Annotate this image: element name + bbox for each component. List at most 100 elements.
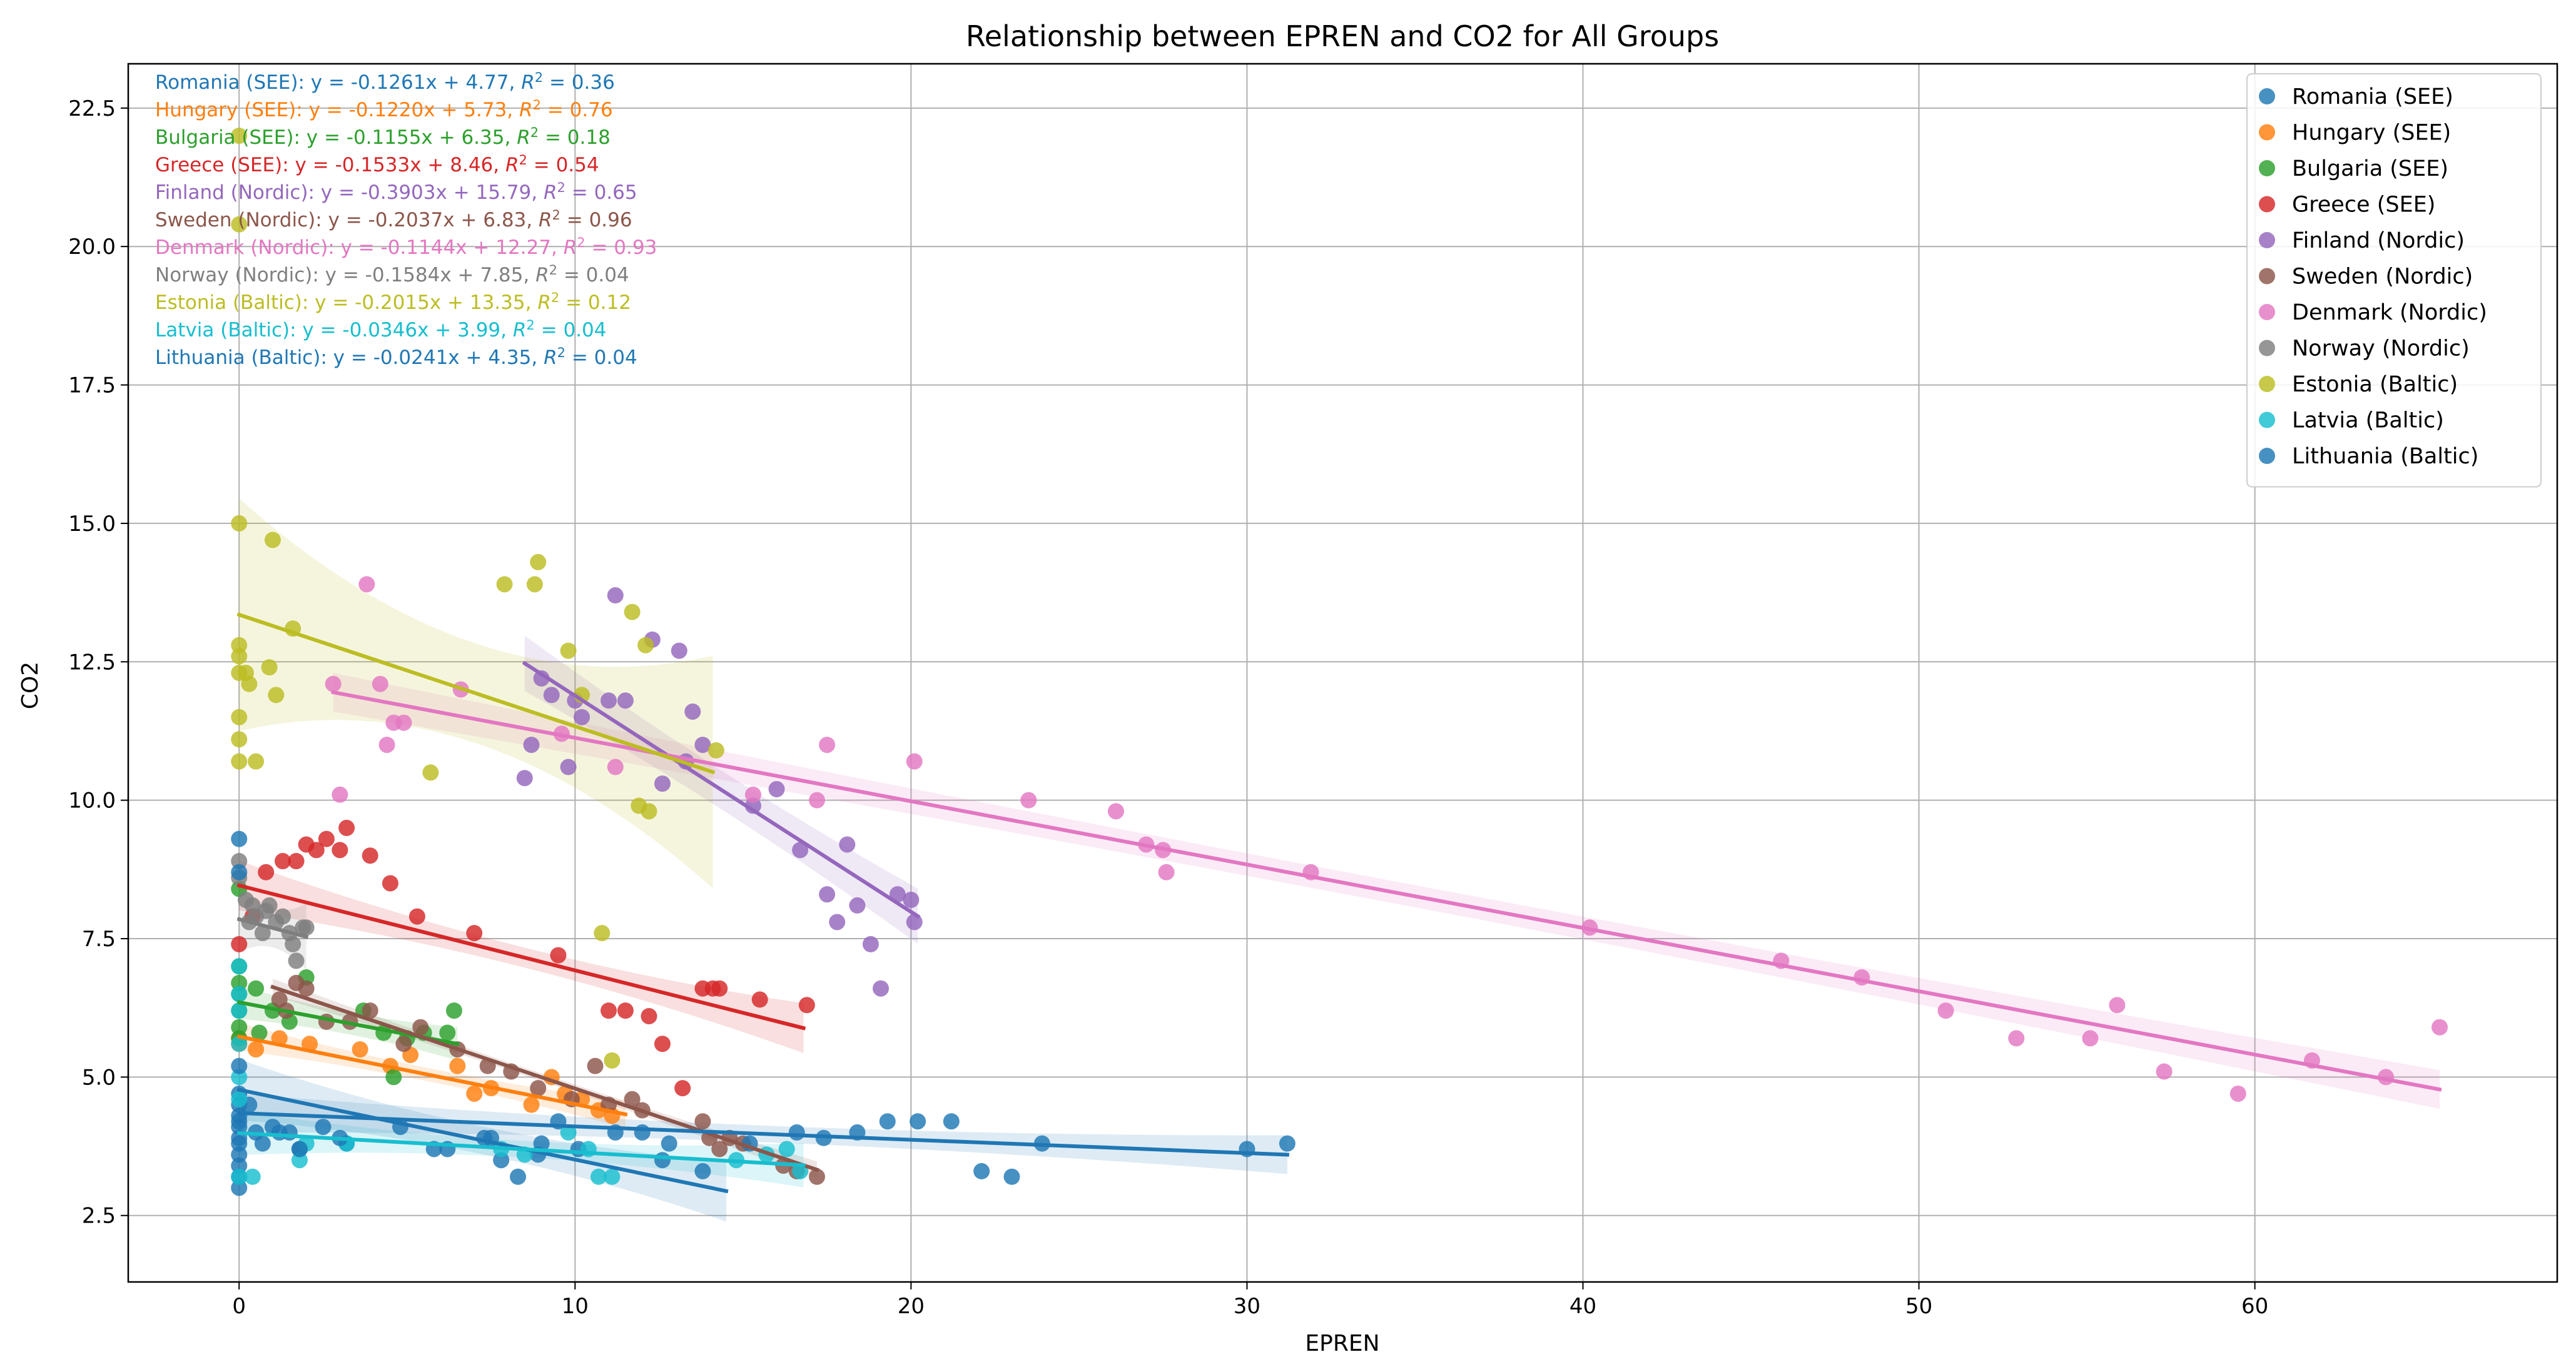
data-point <box>281 1124 298 1141</box>
data-point <box>352 1041 368 1058</box>
data-point <box>445 1002 462 1019</box>
data-point <box>550 947 567 964</box>
data-point <box>641 1007 657 1024</box>
data-point <box>231 216 248 233</box>
data-point <box>318 830 335 847</box>
data-point <box>624 603 641 620</box>
data-point <box>244 1168 261 1185</box>
regression-line <box>236 917 309 939</box>
data-point <box>839 836 856 853</box>
data-point <box>2082 1030 2099 1047</box>
data-point <box>466 925 483 942</box>
data-point <box>590 1168 607 1185</box>
data-point <box>574 709 591 725</box>
data-point <box>275 908 292 925</box>
data-point <box>906 914 923 931</box>
data-point <box>231 1036 248 1052</box>
data-point <box>358 576 375 593</box>
data-point <box>530 1080 547 1097</box>
data-point <box>819 737 836 754</box>
equation-label: Greece (SEE): y = -0.1533x + 8.46, R2 = … <box>155 153 599 176</box>
legend-box <box>2246 73 2542 488</box>
data-point <box>634 1124 651 1141</box>
data-point <box>587 1057 604 1074</box>
data-point <box>378 737 395 754</box>
legend-marker <box>2259 268 2275 285</box>
data-point <box>496 576 513 593</box>
regression-line <box>236 883 806 1031</box>
data-point <box>671 642 687 659</box>
data-point <box>231 830 248 847</box>
data-point <box>275 853 292 870</box>
data-point <box>231 753 248 770</box>
data-point <box>231 936 248 952</box>
x-tick-label: 50 <box>1905 1294 1932 1319</box>
data-point <box>231 1057 248 1074</box>
data-point <box>231 1091 248 1107</box>
x-tick-label: 30 <box>1234 1294 1260 1319</box>
data-point <box>792 842 809 859</box>
regression-line <box>237 1111 1290 1157</box>
data-point <box>509 1168 526 1185</box>
data-point <box>288 853 305 870</box>
data-point <box>288 952 305 969</box>
equation-annotations: Romania (SEE): y = -0.1261x + 4.77, R2 =… <box>155 70 657 369</box>
data-point <box>819 886 836 903</box>
data-point <box>744 786 761 803</box>
data-point <box>694 737 711 754</box>
data-point <box>439 1024 456 1041</box>
y-tick-label: 22.5 <box>68 96 116 121</box>
legend-marker <box>2259 411 2275 428</box>
data-point <box>449 1057 466 1074</box>
data-point <box>674 1080 691 1097</box>
data-point <box>654 1152 671 1169</box>
data-point <box>291 1141 308 1158</box>
data-point <box>412 1019 429 1036</box>
regression-line <box>236 612 716 775</box>
data-point <box>533 670 550 687</box>
regression-line <box>270 984 819 1173</box>
data-point <box>607 587 624 604</box>
data-point <box>241 675 258 692</box>
data-point <box>543 687 560 704</box>
data-point <box>308 842 325 859</box>
legend-marker <box>2259 232 2275 248</box>
data-point <box>231 958 248 975</box>
data-point <box>560 1124 577 1141</box>
data-point <box>624 1091 641 1107</box>
data-point <box>315 1119 332 1136</box>
data-point <box>372 675 388 692</box>
data-point <box>523 1096 540 1113</box>
data-point <box>231 1113 248 1130</box>
data-point <box>560 759 577 775</box>
data-point <box>694 1163 711 1179</box>
grid <box>128 64 2557 1282</box>
data-point <box>231 709 248 725</box>
data-point <box>338 819 355 836</box>
data-point <box>298 980 315 997</box>
data-point <box>617 692 634 709</box>
data-point <box>516 770 533 787</box>
data-point <box>808 792 825 809</box>
legend-label: Estonia (Baltic) <box>2292 372 2458 397</box>
data-point <box>617 1002 634 1019</box>
legend-label: Latvia (Baltic) <box>2292 408 2444 433</box>
legend-marker <box>2259 124 2275 141</box>
data-point <box>466 1085 483 1102</box>
data-point <box>231 515 248 532</box>
equation-label: Norway (Nordic): y = -0.1584x + 7.85, R2… <box>155 263 629 286</box>
equation-label: Finland (Nordic): y = -0.3903x + 15.79, … <box>155 180 637 204</box>
legend[interactable]: Romania (SEE) Hungary (SEE) Bulgaria (SEE)… <box>2246 73 2542 488</box>
data-point <box>601 692 617 709</box>
data-point <box>1158 864 1175 880</box>
x-tick-label: 40 <box>1569 1294 1596 1319</box>
data-point <box>248 753 265 770</box>
equation-label: Sweden (Nordic): y = -0.2037x + 6.83, R2… <box>155 208 632 231</box>
legend-label: Norway (Nordic) <box>2292 336 2470 361</box>
data-point <box>1279 1135 1296 1152</box>
data-point <box>943 1113 960 1130</box>
data-point <box>325 675 342 692</box>
data-point <box>768 780 785 797</box>
legend-marker <box>2259 340 2275 356</box>
data-point <box>903 892 920 909</box>
